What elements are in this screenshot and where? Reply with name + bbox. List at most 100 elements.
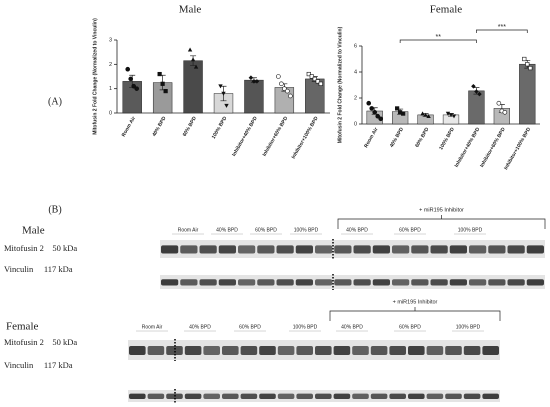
- blot-strip: [160, 275, 545, 289]
- blot-band: [426, 346, 444, 355]
- blot-row-label: Vinculin 117 kDa: [4, 264, 73, 274]
- lane-group-label: Room Air: [178, 227, 199, 233]
- blot-band: [276, 245, 294, 254]
- blot-band: [161, 245, 179, 254]
- blot-band: [469, 279, 487, 286]
- blot-band: [408, 393, 425, 399]
- blot-band: [184, 393, 202, 399]
- data-point: [448, 113, 454, 118]
- data-point: [401, 111, 406, 116]
- data-point: [423, 112, 428, 117]
- x-tick-label: Room Air: [121, 116, 137, 138]
- blot-band: [430, 279, 448, 286]
- blot-band: [463, 393, 481, 399]
- data-point: [288, 93, 293, 99]
- data-point: [420, 111, 425, 116]
- lane-group-label: 60% BPD: [399, 227, 421, 233]
- x-tick-label: Inhibitor+60% BPD: [262, 115, 290, 157]
- bar: [519, 63, 536, 125]
- blot-band: [445, 393, 462, 399]
- blot-band: [203, 346, 220, 355]
- data-point: [224, 103, 229, 108]
- data-point: [366, 100, 372, 106]
- blot-band: [166, 346, 183, 355]
- y-tick-label: 2: [109, 62, 112, 68]
- inhibitor-label: + miR195 Inhibitor: [393, 299, 438, 305]
- blot-band: [295, 245, 313, 254]
- lane-group-label: 100% BPD: [458, 227, 483, 233]
- blot-band: [199, 279, 217, 286]
- data-point: [522, 56, 527, 62]
- data-point: [378, 116, 384, 122]
- x-tick-label: 60% BPD: [414, 126, 430, 148]
- x-tick-label: 100% BPD: [438, 126, 456, 151]
- blot-band: [240, 346, 258, 355]
- data-point: [318, 81, 323, 86]
- lane-group-label: 40% BPD: [341, 324, 363, 330]
- blot-row-label: Mitofusin 2 50 kDa: [4, 243, 77, 253]
- blot-band: [218, 245, 236, 254]
- blot-band: [129, 346, 146, 355]
- data-point: [477, 91, 482, 97]
- blot-band: [315, 393, 332, 399]
- blot-band: [238, 279, 256, 286]
- data-point: [128, 76, 134, 82]
- inhibitor-label: + miR195 Inhibitor: [419, 207, 464, 213]
- blot-band: [277, 393, 295, 399]
- blot-row-label: Vinculin 117 kDa: [4, 360, 73, 370]
- blot-band: [370, 346, 388, 355]
- blot-band: [526, 245, 544, 254]
- blot-strip: [128, 340, 500, 360]
- data-point: [125, 66, 131, 72]
- data-point: [248, 75, 254, 81]
- data-point: [131, 83, 137, 89]
- blot-band: [482, 346, 499, 355]
- blot-band: [445, 346, 462, 355]
- data-point: [502, 110, 508, 115]
- blot-band: [296, 393, 313, 399]
- significance-label: **: [436, 34, 442, 41]
- significance-bracket: [399, 39, 477, 43]
- blot-band: [180, 245, 198, 254]
- blot-band: [295, 279, 313, 286]
- female-chart-title: Female: [430, 4, 462, 16]
- blot-band: [449, 245, 467, 254]
- blot-band: [222, 346, 239, 355]
- blot-band: [411, 245, 429, 254]
- x-tick-label: Inhibitor+60% BPD: [479, 126, 507, 168]
- x-tick-label: Inhibitor+40% BPD: [454, 126, 482, 168]
- blot-band: [389, 346, 406, 355]
- data-point: [496, 100, 502, 106]
- blot-band: [488, 245, 506, 254]
- y-tick-label: 3: [109, 37, 112, 43]
- data-point: [160, 81, 165, 86]
- blot-band: [392, 245, 410, 254]
- y-tick-label: 0: [109, 110, 112, 116]
- blot-band: [426, 393, 444, 399]
- blot-band: [449, 279, 467, 286]
- x-tick-label: Inhibitor+40% BPD: [231, 115, 259, 157]
- blot-band: [147, 346, 165, 355]
- y-axis-label: Mitofusin 2 Fold Change (Normalized to V…: [92, 18, 98, 135]
- y-tick-label: 0: [354, 121, 357, 127]
- lane-group-label: 60% BPD: [239, 324, 261, 330]
- blot-band: [353, 245, 371, 254]
- blot-band: [507, 279, 525, 286]
- blot-band: [315, 245, 333, 254]
- lane-group-label: 100% BPD: [294, 227, 319, 233]
- data-point: [525, 62, 530, 67]
- blot-band: [333, 346, 351, 355]
- blot-band: [370, 393, 388, 399]
- blot-band: [129, 393, 146, 399]
- y-tick-label: 6: [354, 43, 357, 49]
- x-tick-label: 40% BPD: [151, 115, 167, 137]
- data-point: [193, 64, 199, 69]
- inhibitor-bracket: [329, 307, 501, 321]
- blot-strip: [160, 240, 545, 258]
- blot-band: [257, 245, 275, 254]
- data-point: [134, 86, 140, 91]
- blot-band: [507, 245, 525, 254]
- data-point: [369, 106, 375, 111]
- blot-band: [392, 279, 410, 286]
- blot-strip: [128, 390, 500, 402]
